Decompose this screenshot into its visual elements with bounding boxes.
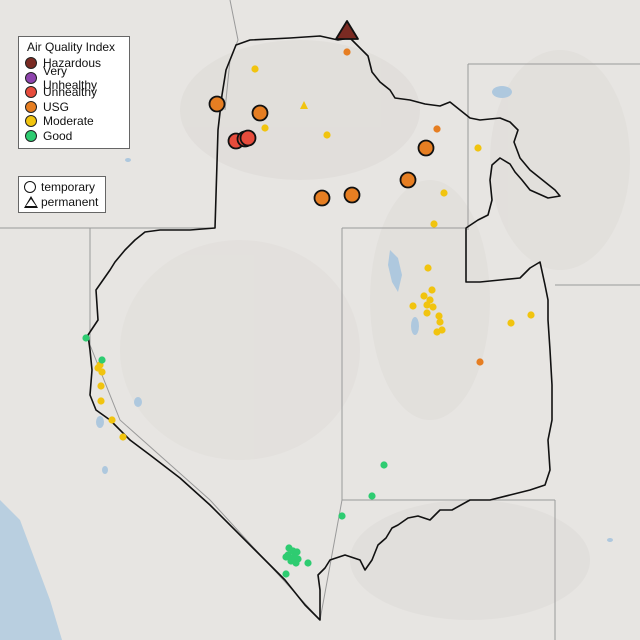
legend-item-permanent: permanent: [24, 195, 100, 210]
legend-item-usg: USG: [25, 100, 123, 115]
monitor-marker[interactable]: [430, 220, 438, 228]
monitor-marker[interactable]: [282, 570, 290, 578]
legend-label-hazardous: Hazardous: [43, 56, 102, 71]
monitor-marker[interactable]: [282, 553, 290, 561]
monitor-marker[interactable]: [507, 319, 515, 327]
unhealthy-swatch: [25, 86, 37, 99]
legend-label-usg: USG: [43, 99, 70, 114]
monitor-marker[interactable]: [97, 382, 105, 390]
monitor-marker[interactable]: [424, 264, 432, 272]
utah-lake: [411, 317, 419, 335]
monitor-marker[interactable]: [527, 311, 535, 319]
monitor-marker[interactable]: [440, 189, 448, 197]
good-swatch: [25, 129, 37, 142]
monitor-marker[interactable]: [338, 512, 346, 520]
legend-label-very-unhealthy: Very Unhealthy: [43, 63, 98, 92]
temporary-monitor-marker[interactable]: [313, 189, 331, 207]
region-outline: [87, 35, 561, 621]
monitor-marker[interactable]: [435, 312, 443, 320]
monitor-marker[interactable]: [476, 358, 484, 366]
monitor-marker[interactable]: [429, 303, 437, 311]
lake-tahoe: [102, 466, 108, 474]
temporary-monitor-marker[interactable]: [343, 186, 361, 204]
lake-small-3: [607, 538, 613, 542]
legend-item-good: Good: [25, 129, 123, 144]
monitor-marker[interactable]: [409, 302, 417, 310]
monitor-marker[interactable]: [423, 301, 431, 309]
temporary-monitor-marker[interactable]: [417, 139, 435, 157]
monitor-marker[interactable]: [380, 461, 388, 469]
lake-small-1: [134, 397, 142, 407]
monitor-marker[interactable]: [423, 309, 431, 317]
monitor-markers: [82, 20, 535, 578]
legend-label-temporary: temporary: [41, 180, 96, 195]
legend-item-moderate: Moderate: [25, 114, 123, 129]
legend-label-permanent: permanent: [41, 194, 99, 209]
monitor-marker[interactable]: [304, 559, 312, 567]
monitor-marker[interactable]: [474, 144, 482, 152]
yellowstone-lake: [492, 86, 512, 98]
temporary-monitor-marker[interactable]: [239, 129, 257, 147]
monitor-marker[interactable]: [433, 125, 441, 133]
circle-icon: [24, 181, 36, 194]
legend-item-very-unhealthy: Very Unhealthy: [25, 64, 123, 92]
monitor-type-legend: temporary permanent: [18, 176, 106, 213]
legend-item-unhealthy: Unhealthy: [25, 85, 123, 100]
lake-small-2: [125, 158, 131, 162]
monitor-marker[interactable]: [98, 356, 106, 364]
legend-title: Air Quality Index: [27, 40, 116, 54]
monitor-marker[interactable]: [94, 364, 102, 372]
legend-label-moderate: Moderate: [43, 114, 94, 129]
usg-swatch: [25, 100, 37, 113]
triangle-icon: [24, 195, 38, 208]
terrain-shading: [120, 40, 630, 620]
aqi-legend: Air Quality Index Hazardous Very Unhealt…: [18, 36, 130, 149]
monitor-marker[interactable]: [343, 48, 351, 56]
monitor-marker[interactable]: [119, 433, 127, 441]
monitor-marker[interactable]: [420, 292, 428, 300]
monitor-marker[interactable]: [368, 492, 376, 500]
monitor-marker[interactable]: [438, 326, 446, 334]
temporary-monitor-marker[interactable]: [251, 104, 269, 122]
temporary-monitor-marker[interactable]: [208, 95, 226, 113]
monitor-marker[interactable]: [251, 65, 259, 73]
monitor-marker[interactable]: [82, 334, 90, 342]
legend-label-unhealthy: Unhealthy: [43, 85, 98, 100]
temporary-monitor-marker[interactable]: [399, 171, 417, 189]
monitor-marker[interactable]: [323, 131, 331, 139]
pacific-ocean: [0, 500, 62, 640]
monitor-marker[interactable]: [428, 286, 436, 294]
very-unhealthy-swatch: [25, 71, 37, 84]
legend-label-good: Good: [43, 128, 73, 143]
monitor-marker[interactable]: [97, 397, 105, 405]
pyramid-lake: [96, 416, 104, 428]
legend-item-hazardous: Hazardous: [25, 56, 123, 71]
great-salt-lake: [388, 250, 402, 292]
monitor-marker[interactable]: [108, 416, 116, 424]
permanent-monitor-marker-hazardous[interactable]: [335, 20, 359, 40]
moderate-swatch: [25, 115, 37, 128]
monitor-marker[interactable]: [292, 559, 300, 567]
hazardous-swatch: [25, 57, 37, 70]
monitor-marker[interactable]: [261, 124, 269, 132]
legend-item-temporary: temporary: [24, 180, 100, 195]
permanent-monitor-marker[interactable]: [300, 101, 308, 109]
monitor-marker[interactable]: [436, 318, 444, 326]
